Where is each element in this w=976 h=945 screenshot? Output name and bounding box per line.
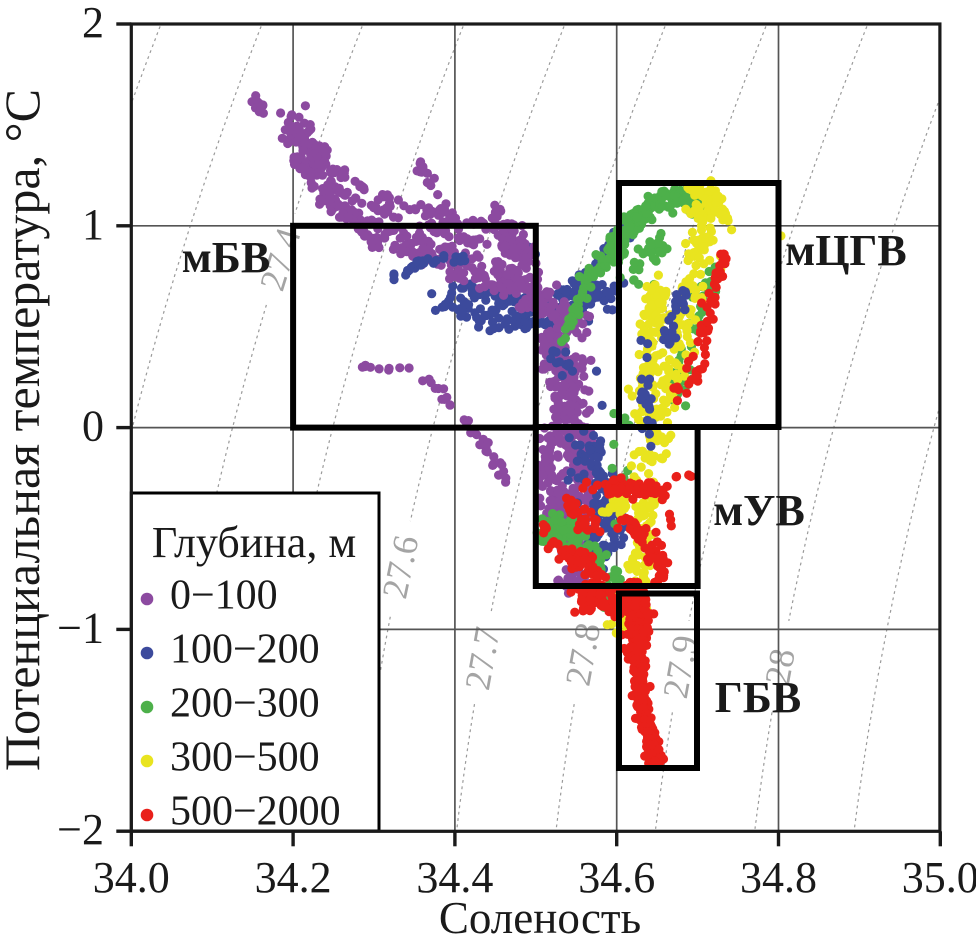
svg-text:100−200: 100−200 bbox=[170, 627, 320, 673]
svg-text:34.2: 34.2 bbox=[255, 853, 332, 902]
svg-text:34.0: 34.0 bbox=[93, 853, 170, 902]
svg-text:35.0: 35.0 bbox=[902, 853, 976, 902]
svg-text:34.4: 34.4 bbox=[416, 853, 493, 902]
svg-text:200−300: 200−300 bbox=[170, 681, 320, 727]
svg-text:34.8: 34.8 bbox=[740, 853, 817, 902]
svg-text:мБВ: мБВ bbox=[182, 233, 270, 282]
svg-text:мУВ: мУВ bbox=[713, 486, 805, 535]
svg-text:34.6: 34.6 bbox=[578, 853, 655, 902]
svg-text:−1: −1 bbox=[57, 603, 104, 652]
svg-text:0−100: 0−100 bbox=[170, 573, 278, 619]
svg-text:300−500: 300−500 bbox=[170, 735, 320, 781]
svg-text:Соленость: Соленость bbox=[439, 893, 641, 943]
svg-text:28: 28 bbox=[757, 645, 803, 688]
svg-text:−2: −2 bbox=[57, 805, 104, 854]
svg-text:Глубина, м: Глубина, м bbox=[152, 518, 356, 567]
svg-text:ГБВ: ГБВ bbox=[715, 673, 801, 722]
svg-text:Потенциальная температура, °C: Потенциальная температура, °C bbox=[0, 89, 50, 771]
svg-text:2: 2 bbox=[82, 0, 104, 47]
svg-text:500−2000: 500−2000 bbox=[170, 789, 341, 835]
svg-text:0: 0 bbox=[82, 402, 104, 451]
svg-text:мЦГВ: мЦГВ bbox=[785, 226, 907, 275]
svg-text:1: 1 bbox=[82, 200, 104, 249]
